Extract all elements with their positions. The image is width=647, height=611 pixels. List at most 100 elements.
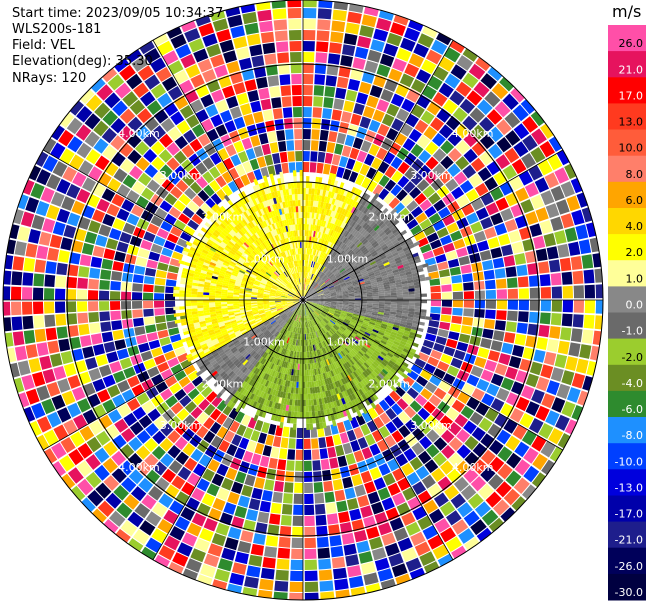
range-gate-cell <box>111 320 122 330</box>
range-gate-cell <box>288 438 295 449</box>
range-gate-cell <box>345 487 356 499</box>
range-gate-cell <box>481 370 494 382</box>
range-gate-cell <box>310 424 314 430</box>
range-gate-cell <box>347 565 361 577</box>
range-gate-cell <box>294 406 297 412</box>
range-gate-cell <box>279 537 291 548</box>
range-gate-cell <box>303 30 315 40</box>
range-gate-cell <box>185 309 191 313</box>
range-gate-cell <box>461 325 472 334</box>
range-gate-cell <box>250 101 261 113</box>
range-gate-cell <box>173 286 179 290</box>
range-gate-cell <box>464 300 474 308</box>
range-gate-cell <box>103 375 116 388</box>
range-gate-cell <box>552 286 562 298</box>
range-gate-cell <box>477 347 489 358</box>
range-gate-cell <box>573 314 584 327</box>
range-gate-cell <box>361 471 373 483</box>
range-gate-cell <box>363 572 378 585</box>
range-gate-cell <box>303 406 306 412</box>
range-gate-cell <box>227 296 233 298</box>
range-gate-cell <box>95 235 107 247</box>
range-gate-cell <box>540 274 551 286</box>
range-gate-cell <box>104 248 116 259</box>
range-gate-cell <box>353 57 366 69</box>
range-gate-cell <box>294 129 302 139</box>
range-gate-cell <box>438 329 449 338</box>
range-gate-cell <box>261 568 275 580</box>
range-gate-cell <box>233 36 247 49</box>
range-gate-cell <box>305 382 308 388</box>
range-gate-cell <box>365 61 379 74</box>
range-gate-cell <box>115 339 127 350</box>
range-gate-cell <box>249 44 262 56</box>
range-gate-cell <box>437 261 448 270</box>
range-gate-cell <box>235 471 246 483</box>
range-gate-cell <box>494 223 507 235</box>
range-gate-cell <box>579 239 591 254</box>
range-gate-cell <box>346 90 358 102</box>
range-gate-cell <box>462 273 473 282</box>
range-gate-cell <box>490 213 503 226</box>
range-gate-cell <box>43 369 56 384</box>
range-gate-cell <box>518 311 529 322</box>
range-gate-cell <box>99 311 110 321</box>
range-gate-cell <box>93 246 105 258</box>
range-gate-cell <box>185 300 191 303</box>
range-gate-cell <box>323 97 333 108</box>
range-gate-cell <box>311 140 319 151</box>
range-gate-cell <box>33 274 44 287</box>
range-gate-cell <box>223 50 237 63</box>
range-gate-cell <box>563 286 573 299</box>
range-gate-cell <box>37 342 49 356</box>
range-gate-cell <box>42 218 55 233</box>
range-gate-cell <box>191 288 197 291</box>
range-gate-cell <box>321 459 330 470</box>
range-gate-cell <box>518 276 529 287</box>
range-gate-cell <box>430 286 441 293</box>
range-gate-cell <box>297 412 300 418</box>
range-gate-cell <box>119 232 131 243</box>
range-gate-cell <box>251 55 264 67</box>
range-gate-cell <box>337 133 347 145</box>
range-gate-cell <box>264 546 277 557</box>
range-gate-cell <box>363 106 375 119</box>
range-gate-cell <box>191 300 197 303</box>
range-gate-cell <box>218 558 233 571</box>
range-gate-cell <box>157 262 168 271</box>
range-gate-cell <box>414 309 420 313</box>
range-gate-cell <box>294 412 297 418</box>
range-gate-cell <box>156 323 167 331</box>
range-gate-cell <box>53 366 66 380</box>
range-gate-cell <box>488 350 500 362</box>
range-gate-cell <box>372 547 387 560</box>
range-gate-cell <box>235 506 248 519</box>
range-gate-cell <box>328 53 340 64</box>
range-gate-cell <box>26 243 38 257</box>
range-gate-cell <box>439 322 450 330</box>
range-gate-cell <box>197 303 203 306</box>
range-gate-cell <box>403 303 409 306</box>
range-gate-cell <box>99 280 110 290</box>
range-gate-cell <box>303 74 313 84</box>
range-gate-cell <box>100 322 111 332</box>
range-gate-cell <box>296 450 303 460</box>
range-gate-cell <box>318 152 326 163</box>
range-gate-cell <box>191 306 197 309</box>
range-gate-cell <box>305 560 318 570</box>
range-gate-cell <box>185 291 191 294</box>
range-gate-cell <box>286 140 294 151</box>
range-gate-cell <box>505 367 518 380</box>
range-gate-cell <box>82 243 94 255</box>
range-gate-cell <box>403 300 409 303</box>
range-gate-cell <box>558 341 570 355</box>
range-gate-cell <box>540 313 551 325</box>
range-gate-cell <box>166 279 177 286</box>
range-gate-cell <box>274 581 288 592</box>
range-gate-cell <box>179 290 185 294</box>
range-gate-cell <box>507 278 518 289</box>
range-gate-cell <box>557 244 569 258</box>
range-gate-cell <box>318 559 331 570</box>
range-gate-cell <box>364 481 376 494</box>
range-gate-cell <box>217 488 230 501</box>
